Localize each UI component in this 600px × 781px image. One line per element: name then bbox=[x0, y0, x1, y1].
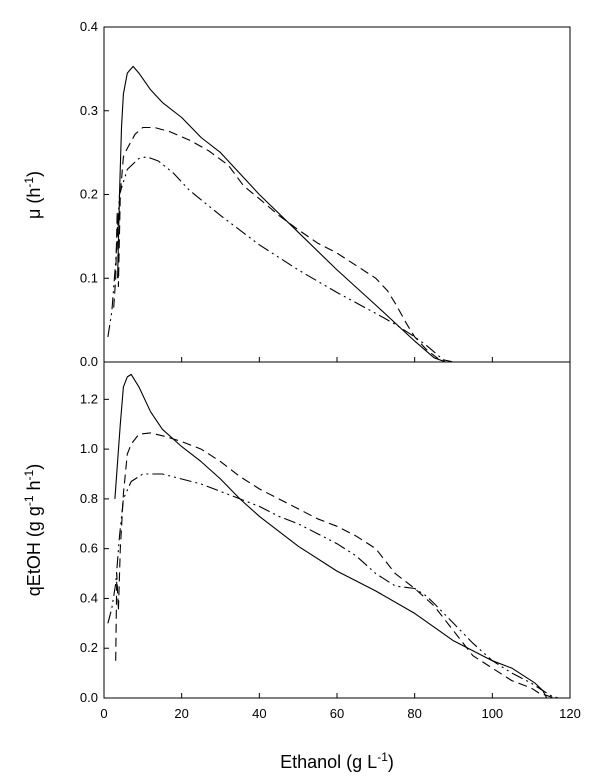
x-tick-label: 80 bbox=[407, 706, 421, 721]
y-tick-label: 0.4 bbox=[80, 590, 98, 605]
panel-qetoh: 0.0 0.2 0.4 0.6 0.8 1.0 1.2 0 20 40 60 80 100 120 bbox=[80, 361, 581, 721]
y-tick-label: 1.0 bbox=[80, 441, 98, 456]
x-tick-label: 60 bbox=[330, 706, 344, 721]
series-line-dash bbox=[115, 432, 555, 699]
y-tick-label: 0.6 bbox=[80, 541, 98, 556]
y-tick-label: 0.2 bbox=[80, 187, 98, 202]
panel-mu: 0.0 0.1 0.2 0.3 0.4 bbox=[80, 19, 571, 369]
y-tick-label: 0.0 bbox=[80, 354, 98, 369]
series-line-solid bbox=[117, 65, 473, 363]
series-line-solid bbox=[114, 373, 548, 699]
plot-frame bbox=[103, 361, 571, 699]
y-tick-label: 1.2 bbox=[80, 391, 98, 406]
x-tick-label: 40 bbox=[252, 706, 266, 721]
y-axis-title-mu: μ (h-1) bbox=[22, 171, 44, 219]
series-line-dash-dot-dot bbox=[107, 156, 447, 363]
series-line-dash bbox=[113, 126, 473, 363]
x-axis-title: Ethanol (g L-1) bbox=[280, 750, 394, 772]
x-tick-label: 20 bbox=[174, 706, 188, 721]
y-tick-label: 0.1 bbox=[80, 270, 98, 285]
y-tick-label: 0.4 bbox=[80, 19, 98, 34]
y-tick-label: 0.0 bbox=[80, 690, 98, 705]
y-tick-label: 0.2 bbox=[80, 640, 98, 655]
x-tick-label: 100 bbox=[481, 706, 503, 721]
x-tick-label: 120 bbox=[559, 706, 581, 721]
y-tick-label: 0.3 bbox=[80, 103, 98, 118]
axis-titles: μ (h-1) qEtOH (g g-1 h-1) Ethanol (g L-1) bbox=[22, 171, 394, 772]
y-axis-title-qetoh: qEtOH (g g-1 h-1) bbox=[22, 464, 44, 596]
plot-frame bbox=[103, 26, 571, 363]
x-tick-label: 0 bbox=[100, 706, 107, 721]
series-line-dash-dot-dot bbox=[107, 473, 559, 699]
y-tick-label: 0.8 bbox=[80, 491, 98, 506]
